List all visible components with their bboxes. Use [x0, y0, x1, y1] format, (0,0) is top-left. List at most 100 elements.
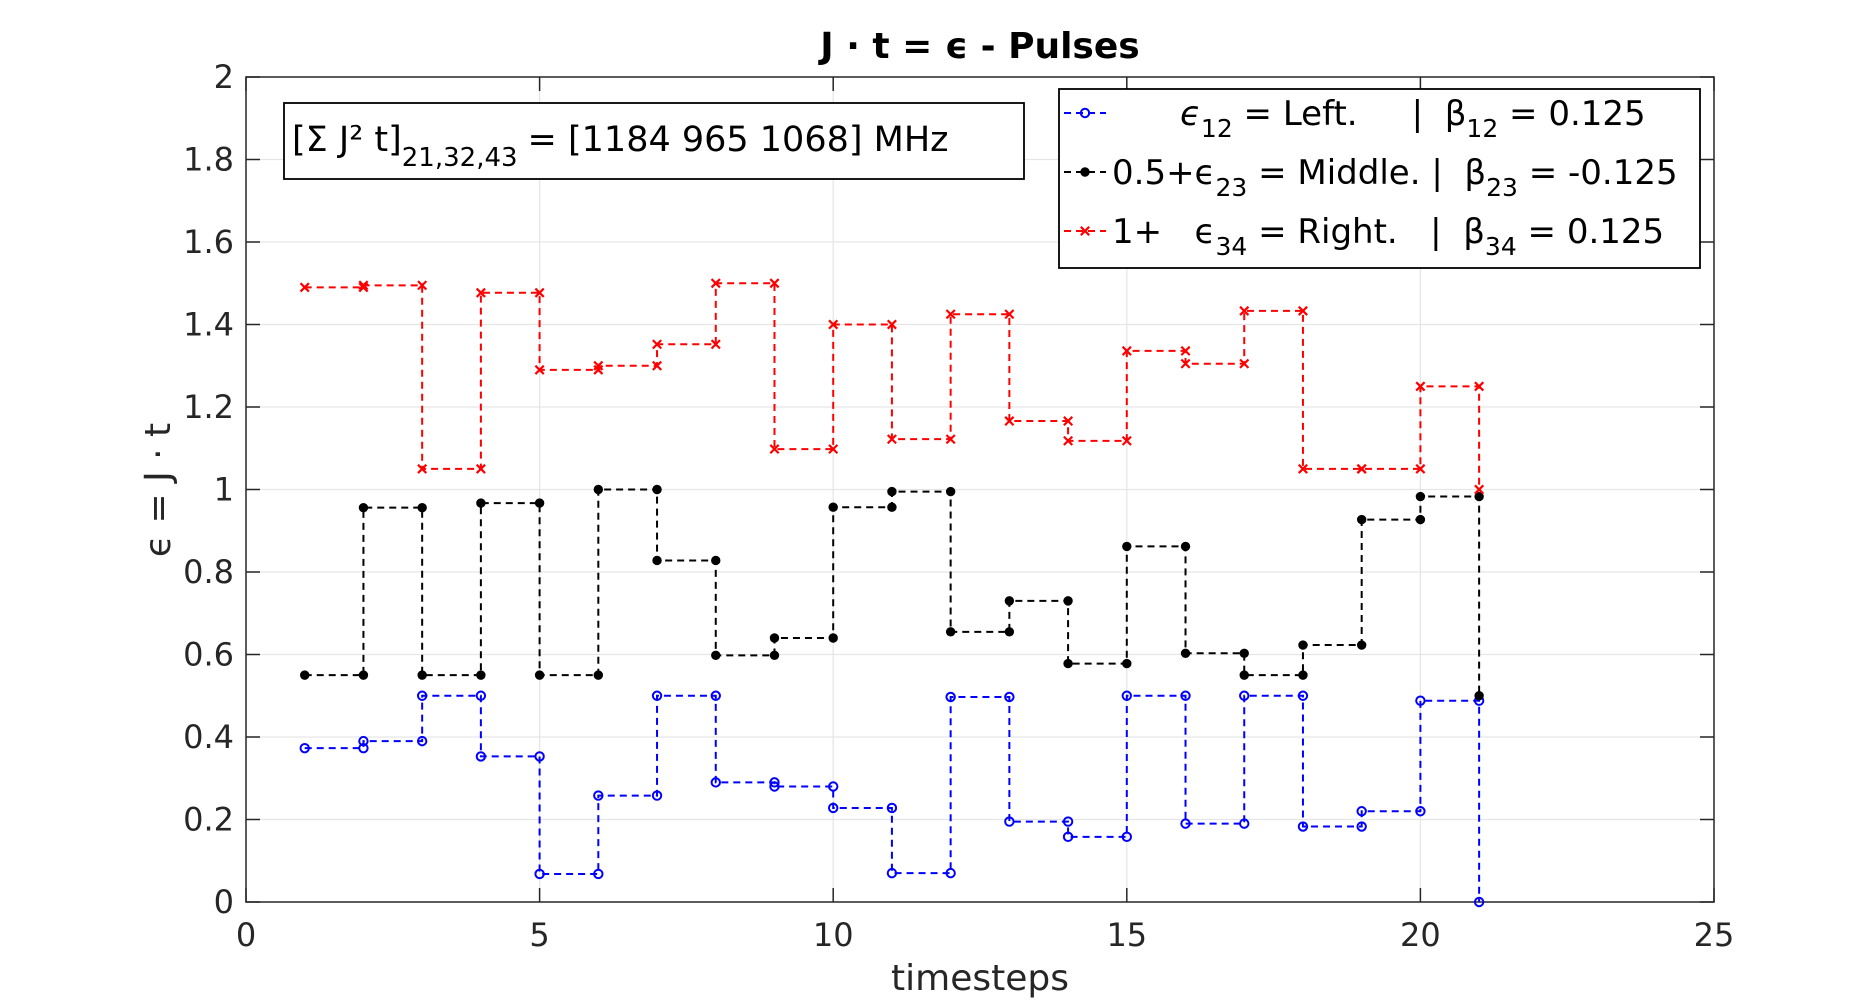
data-point: [1063, 435, 1074, 446]
x-tick-label: 25: [1694, 916, 1735, 954]
data-point: [710, 339, 721, 350]
y-tick-label: 1.6: [183, 223, 234, 261]
y-tick-label: 1.8: [183, 141, 234, 179]
data-point: [652, 339, 663, 350]
data-point: [593, 360, 604, 371]
y-tick-label: 0.4: [183, 718, 234, 756]
annotation-sum-label: [Σ J² t]: [292, 120, 402, 160]
axis-ticks: 0 5 10 15 20 25 0 0.2 0.4 0.6 0.8 1 1.2 1.4 1.6 1.8 2: [183, 58, 1734, 954]
data-point: [475, 690, 487, 701]
data-point: [1121, 831, 1133, 843]
x-tick-label: 5: [529, 916, 549, 954]
data-point: [1239, 358, 1250, 369]
data-point: [1415, 695, 1426, 706]
data-point: [828, 502, 838, 512]
data-point: [710, 278, 721, 289]
data-point: [358, 280, 369, 291]
data-point: [1004, 691, 1015, 703]
data-point: [1122, 541, 1132, 552]
data-point: [593, 484, 604, 495]
data-point: [475, 751, 487, 762]
data-point: [416, 690, 428, 701]
data-point: [1062, 831, 1074, 843]
data-point: [1239, 648, 1249, 658]
data-point: [1415, 491, 1426, 502]
data-point: [1121, 690, 1133, 701]
data-point: [652, 360, 663, 371]
data-point: [1356, 463, 1367, 474]
data-point: [534, 364, 545, 375]
x-tick-label: 20: [1400, 916, 1441, 954]
data-point: [887, 502, 897, 512]
x-tick-label: 15: [1106, 916, 1147, 954]
data-point: [476, 670, 486, 680]
data-point: [1298, 670, 1308, 680]
data-point: [593, 790, 604, 801]
data-point: [358, 502, 369, 513]
data-point: [710, 690, 721, 701]
data-point: [1180, 358, 1191, 369]
data-point: [475, 463, 486, 474]
data-point: [534, 751, 545, 762]
data-point: [417, 502, 427, 513]
y-tick-label: 0.2: [183, 801, 234, 839]
data-point: [1239, 670, 1249, 680]
data-point: [828, 444, 839, 455]
data-point: [417, 670, 427, 680]
data-point: [1356, 640, 1367, 650]
data-point: [828, 319, 839, 330]
data-point: [652, 484, 662, 495]
data-point: [534, 868, 545, 880]
data-point: [593, 670, 604, 680]
data-point: [1415, 806, 1426, 817]
data-point: [1239, 690, 1250, 701]
data-point: [1121, 435, 1132, 446]
annotation-box: [Σ J² t]21,32,43 = [1184 965 1068] MHz: [283, 102, 1025, 180]
data-point: [1298, 640, 1308, 650]
data-point: [1297, 821, 1309, 832]
x-tick-label: 0: [236, 916, 256, 954]
legend-sample-marker: [1079, 107, 1091, 119]
data-point: [475, 287, 486, 298]
data-point: [1415, 381, 1426, 392]
data-point: [1356, 821, 1367, 832]
series-right: [299, 278, 1485, 495]
data-point: [651, 690, 663, 701]
data-point: [593, 868, 604, 880]
legend-samples: [1064, 107, 1106, 236]
data-point: [651, 790, 663, 801]
data-point: [945, 691, 956, 703]
series-line-middle: [304, 488, 1481, 696]
legend-box: [1058, 88, 1701, 269]
series-lines: [299, 278, 1485, 908]
data-point: [652, 555, 662, 566]
y-tick-label: 1: [214, 471, 234, 509]
data-point: [1121, 345, 1132, 356]
data-point: [1356, 806, 1367, 817]
data-point: [534, 670, 545, 680]
data-point: [769, 444, 780, 455]
legend: ϵ12 = Left. | β12 = 0.125 0.5+ϵ23 = Midd…: [1058, 88, 1701, 269]
data-point: [945, 486, 956, 497]
series-left: [299, 690, 1485, 908]
data-point: [534, 498, 545, 508]
data-point: [886, 802, 898, 814]
data-point: [1474, 491, 1484, 502]
series-line-right: [304, 282, 1481, 490]
data-point: [711, 650, 721, 661]
data-point: [945, 627, 956, 637]
data-point: [1180, 345, 1191, 356]
data-point: [1356, 514, 1367, 525]
data-point: [358, 670, 369, 680]
data-point: [1063, 658, 1073, 669]
data-point: [1004, 416, 1015, 427]
x-tick-label: 10: [813, 916, 854, 954]
data-point: [417, 463, 428, 474]
y-tick-label: 0.8: [183, 553, 234, 591]
data-point: [1004, 596, 1015, 606]
legend-entry-middle: 0.5+ϵ23 = Middle. | β23 = -0.125: [1112, 153, 1678, 202]
y-tick-label: 0.6: [183, 636, 234, 674]
data-point: [1063, 416, 1074, 427]
data-point: [358, 742, 369, 754]
data-point: [1180, 648, 1191, 658]
